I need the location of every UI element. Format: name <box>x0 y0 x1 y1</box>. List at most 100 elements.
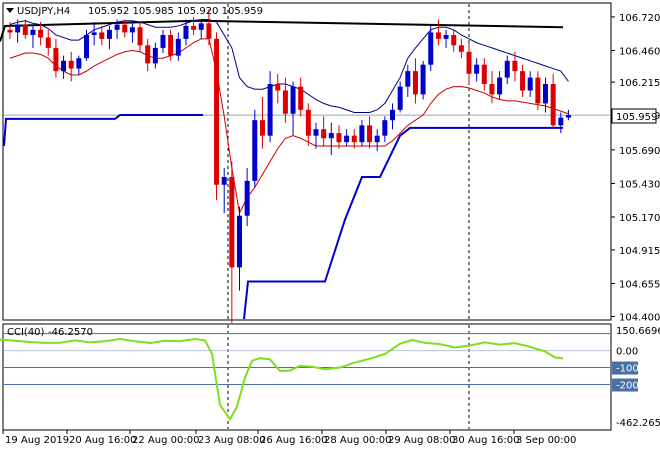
candle-body <box>367 125 373 143</box>
candle-body <box>237 215 242 268</box>
cci-axis-minus200-label: -200 <box>616 381 639 392</box>
candle-body <box>129 27 135 33</box>
candle-body <box>412 71 418 95</box>
candle-body <box>374 135 380 143</box>
candle-body <box>512 60 518 72</box>
channel-upper-line <box>0 19 564 42</box>
candle-body <box>466 51 472 74</box>
candle-body <box>435 32 441 39</box>
candle-body <box>313 129 319 136</box>
candle-body <box>428 32 434 65</box>
time-axis-label: 20 Aug 16:00 <box>69 435 136 446</box>
candle-body <box>443 34 449 39</box>
candle-body <box>68 60 74 69</box>
candle-body <box>481 64 487 85</box>
candle-body <box>420 64 426 95</box>
candle-body <box>183 25 189 39</box>
candle-body <box>15 24 21 33</box>
cci-axis-bottom-label: -462.265 <box>616 418 660 429</box>
current-price-tag: 105.959 <box>616 112 657 123</box>
candle-body <box>122 24 128 33</box>
session-separators <box>227 4 470 429</box>
candle-body <box>282 90 288 114</box>
candle-body <box>543 84 548 104</box>
candle-body <box>160 34 166 48</box>
price-axis-label: 105.690 <box>619 146 660 157</box>
candle-body <box>520 71 526 91</box>
price-axis: 106.720 106.460 106.215 105.959 105.690 105.4… <box>611 13 660 323</box>
price-axis-label: 106.215 <box>619 78 660 89</box>
candle-body <box>137 27 143 46</box>
candle-body <box>259 120 265 136</box>
candle-body <box>61 60 67 72</box>
candle-body <box>191 25 197 30</box>
candle-body <box>99 32 105 39</box>
candle-body <box>221 176 227 185</box>
candle-body <box>22 24 28 35</box>
candle-body <box>405 71 411 87</box>
candle-body <box>321 129 327 139</box>
candle-body <box>351 135 357 143</box>
candle-body <box>30 29 36 35</box>
cci-axis: 150.6696 0.00 -100 -200 -462.265 <box>612 326 660 429</box>
candle-body <box>344 135 350 143</box>
candle-body <box>290 86 296 114</box>
candle-body <box>198 23 204 30</box>
channel-lower-line-left <box>3 114 203 147</box>
candle-body <box>451 34 457 46</box>
candle-body <box>390 109 395 121</box>
candle-body <box>565 115 571 118</box>
price-axis-label: 105.170 <box>619 213 660 224</box>
candle-body <box>458 45 464 52</box>
cci-plot-frame <box>2 323 612 431</box>
price-axis-label: 106.460 <box>619 46 660 57</box>
candle-body <box>298 86 304 110</box>
candle-body <box>53 47 59 72</box>
candle-body <box>229 176 235 268</box>
cci-axis-zero-label: 0.00 <box>616 347 638 358</box>
price-axis-label: 106.720 <box>619 13 660 24</box>
price-axis-label: 105.430 <box>619 179 660 190</box>
candle-body <box>267 84 273 136</box>
cci-indicator-label: CCI(40) <box>7 327 45 338</box>
candle-body <box>114 24 120 30</box>
candle-body <box>504 60 510 78</box>
time-axis-label: 19 Aug 2019 <box>5 435 69 446</box>
candle-body <box>382 120 388 136</box>
candle-body <box>489 84 495 95</box>
time-axis-label: 28 Aug 00:00 <box>324 435 391 446</box>
candle-body <box>558 117 564 126</box>
time-axis-label: 26 Aug 16:00 <box>260 435 327 446</box>
candle-body <box>38 29 44 38</box>
main-plot-frame <box>2 2 612 321</box>
candle-body <box>252 120 258 181</box>
cci-axis-minus200-label-box <box>612 378 638 392</box>
candle-body <box>328 133 334 139</box>
candle-body <box>168 34 174 56</box>
candle-body <box>550 84 556 126</box>
candle-body <box>474 64 480 74</box>
chart-symbol-label: USDJPY,H4 <box>17 6 70 17</box>
chart-ohlc-label: 105.952 105.985 105.920 105.959 <box>88 6 263 17</box>
cci-axis-top-label: 150.6696 <box>616 326 660 337</box>
cci-axis-minus100-label: -100 <box>616 364 639 375</box>
candle-body <box>175 38 181 56</box>
candle-body <box>397 86 403 110</box>
candle-body <box>305 109 311 136</box>
time-axis-label: 30 Aug 16:00 <box>452 435 519 446</box>
symbol-dropdown-icon[interactable] <box>6 8 14 13</box>
cci-indicator-value: -46.2570 <box>48 327 93 338</box>
price-layer <box>0 9 610 323</box>
time-axis-label: 29 Aug 08:00 <box>388 435 455 446</box>
cci-axis-minus100-label-box <box>612 361 638 375</box>
candle-body <box>535 77 541 104</box>
candle-body <box>145 45 151 64</box>
candle-body <box>7 29 13 33</box>
candle-body <box>91 32 97 35</box>
candle-body <box>84 34 89 59</box>
cci-layer <box>0 333 610 422</box>
candle-body <box>275 84 281 91</box>
time-axis-label: 3 Sep 00:00 <box>516 435 576 446</box>
